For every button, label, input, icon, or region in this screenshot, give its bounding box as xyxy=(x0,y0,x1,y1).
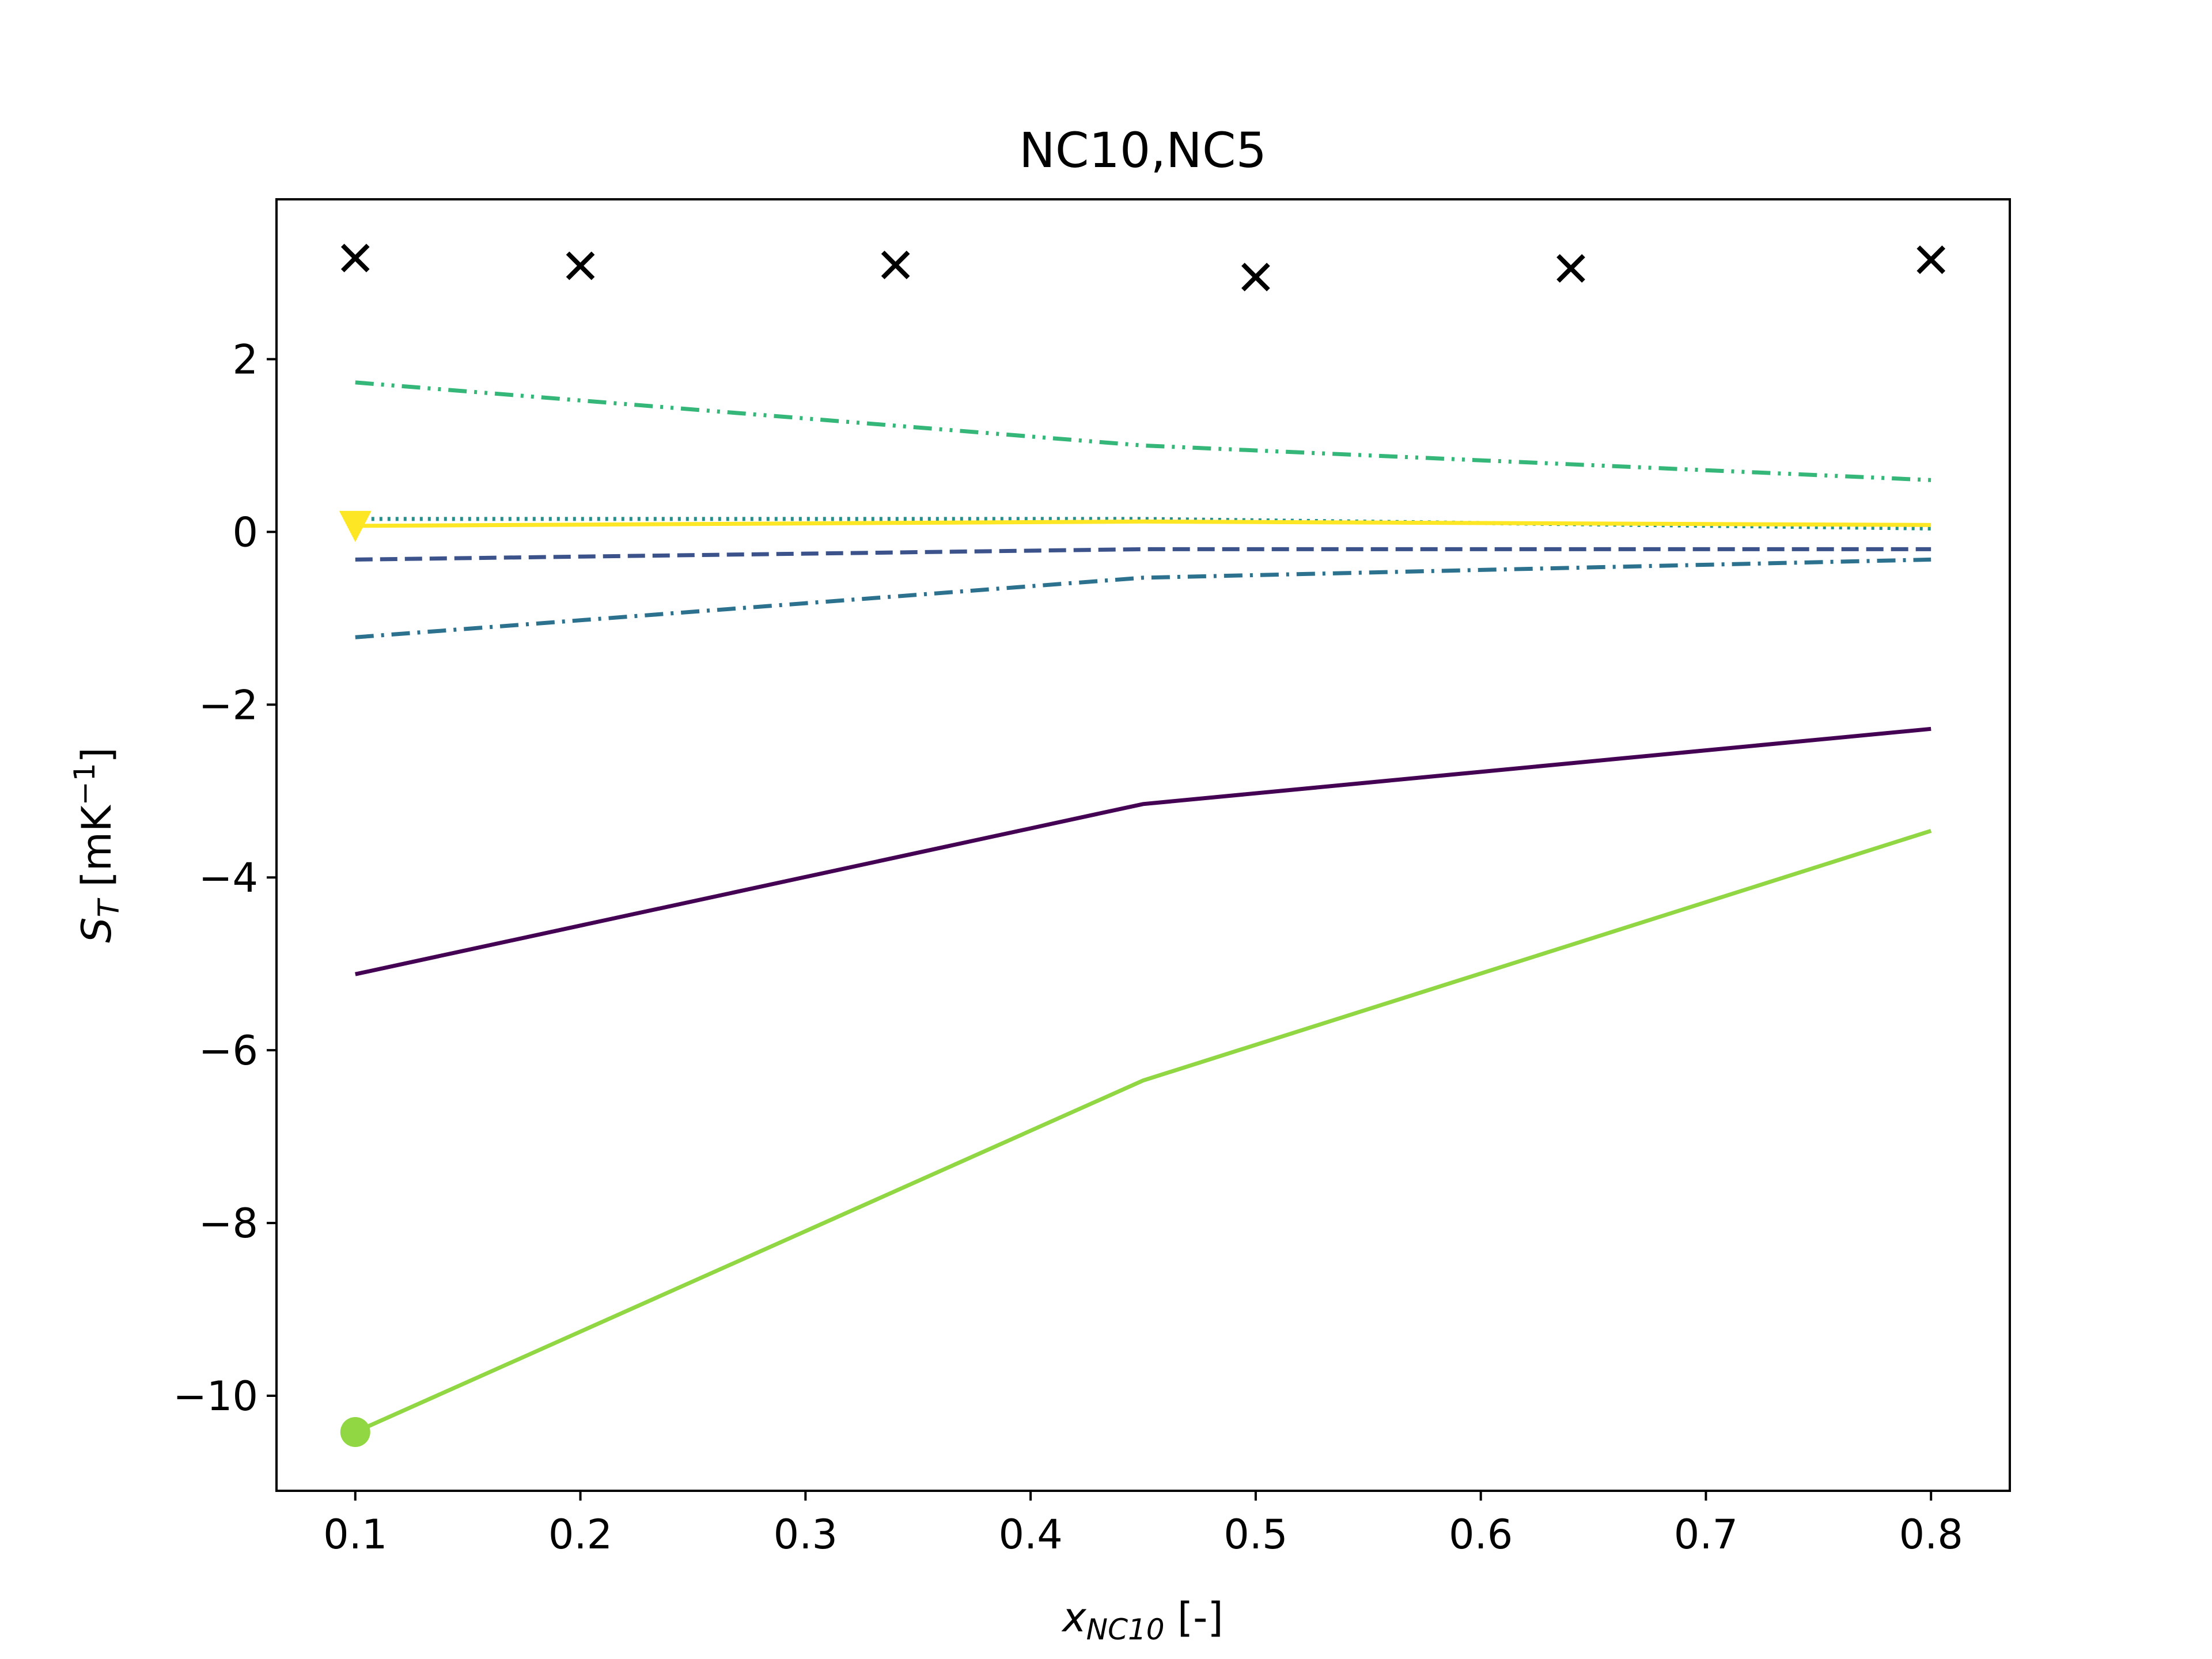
x-tick-label: 0.6 xyxy=(1449,1511,1513,1558)
scatter-point-stroke xyxy=(340,244,370,272)
series-line-6 xyxy=(354,828,1932,1434)
series-line-2 xyxy=(355,547,1931,562)
x-axis-label-main: x xyxy=(1061,1594,1086,1641)
y-axis-label-sub: T xyxy=(92,897,126,917)
scatter-point-stroke xyxy=(566,251,595,281)
x-tick-label: 0.3 xyxy=(774,1511,838,1558)
x-axis-label-suffix: [-] xyxy=(1165,1594,1224,1641)
scatter-point-4 xyxy=(1241,263,1270,291)
x-axis-label: xNC10 [-] xyxy=(1061,1594,1224,1646)
x-tick-label: 0.7 xyxy=(1674,1511,1738,1558)
scatter-point-5 xyxy=(1556,254,1585,283)
scatter-point-stroke xyxy=(1916,245,1946,274)
y-axis-label: ST [mK−1] xyxy=(68,747,126,943)
x-tick-label: 0.1 xyxy=(323,1511,387,1558)
series-line-3 xyxy=(355,557,1931,639)
series-line-1 xyxy=(355,726,1931,976)
scatter-point-stroke xyxy=(881,251,910,279)
y-tick-label: 0 xyxy=(232,509,258,556)
y-tick-label: 2 xyxy=(232,336,258,383)
y-axis-label-main: S xyxy=(73,917,120,942)
series-line-7 xyxy=(355,519,1931,528)
y-axis-label-unit: [mK xyxy=(73,804,120,900)
y-tick-label: −4 xyxy=(199,854,258,902)
y-axis-label-sup: −1 xyxy=(68,763,101,805)
axes-frame xyxy=(275,198,2011,1492)
y-tick-label: −2 xyxy=(199,681,258,729)
series-7-marker xyxy=(339,510,372,542)
y-tick-label: −8 xyxy=(199,1200,258,1247)
x-tick-label: 0.4 xyxy=(998,1511,1062,1558)
scatter-point-2 xyxy=(566,251,595,281)
y-tick-label: −6 xyxy=(199,1027,258,1074)
x-tick-label: 0.2 xyxy=(548,1511,612,1558)
scatter-point-1 xyxy=(340,244,370,272)
series-6-marker xyxy=(340,1417,370,1448)
scatter-point-stroke xyxy=(1556,254,1585,283)
scatter-point-6 xyxy=(1916,245,1946,274)
x-axis-label-sub: NC10 xyxy=(1086,1613,1165,1646)
x-tick-label: 0.5 xyxy=(1224,1511,1287,1558)
x-tick-label: 0.8 xyxy=(1899,1511,1963,1558)
y-tick-label: −10 xyxy=(173,1373,258,1420)
x-axis: 0.1 0.2 0.3 0.4 0.5 0.6 0.7 0.8 xyxy=(323,1491,1963,1558)
series-line-5 xyxy=(355,380,1931,482)
chart-title: NC10,NC5 xyxy=(1019,122,1267,179)
y-axis-label-end: ] xyxy=(73,747,120,763)
y-axis: −10 −8 −6 −4 −2 0 2 xyxy=(173,336,276,1420)
scatter-point-stroke xyxy=(1241,263,1270,291)
plot-area xyxy=(339,244,1946,1448)
scatter-point-3 xyxy=(881,251,910,279)
